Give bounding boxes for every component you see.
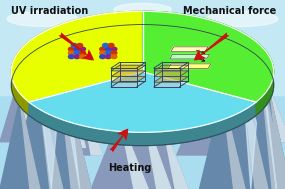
Polygon shape <box>11 11 142 115</box>
Polygon shape <box>20 98 40 189</box>
Polygon shape <box>0 0 285 94</box>
Polygon shape <box>57 91 103 155</box>
Polygon shape <box>0 98 40 189</box>
Polygon shape <box>222 76 274 151</box>
Polygon shape <box>200 66 251 147</box>
Polygon shape <box>242 76 268 189</box>
Polygon shape <box>154 77 188 82</box>
Polygon shape <box>68 94 91 189</box>
Polygon shape <box>142 110 171 189</box>
Polygon shape <box>171 47 208 51</box>
Circle shape <box>105 55 111 59</box>
Ellipse shape <box>207 11 278 26</box>
Polygon shape <box>57 57 80 189</box>
Circle shape <box>80 47 86 51</box>
Circle shape <box>100 55 105 59</box>
Circle shape <box>111 55 117 59</box>
Polygon shape <box>217 76 268 189</box>
Polygon shape <box>63 66 86 147</box>
Polygon shape <box>80 91 103 155</box>
Circle shape <box>100 47 105 51</box>
Circle shape <box>108 43 114 47</box>
Polygon shape <box>177 91 234 155</box>
Polygon shape <box>57 57 86 189</box>
Polygon shape <box>120 117 148 189</box>
Polygon shape <box>43 76 63 151</box>
Circle shape <box>74 47 80 51</box>
Polygon shape <box>259 57 276 189</box>
Polygon shape <box>29 72 256 132</box>
Circle shape <box>71 43 77 47</box>
Polygon shape <box>29 102 256 146</box>
Circle shape <box>111 51 117 55</box>
Polygon shape <box>142 11 274 102</box>
Circle shape <box>111 47 117 51</box>
Circle shape <box>100 51 105 55</box>
Polygon shape <box>245 85 285 142</box>
Polygon shape <box>11 76 63 189</box>
Polygon shape <box>259 57 285 189</box>
Polygon shape <box>114 110 171 189</box>
Circle shape <box>74 55 80 59</box>
Polygon shape <box>251 98 285 189</box>
Polygon shape <box>168 64 211 68</box>
Circle shape <box>68 51 74 55</box>
Circle shape <box>103 43 108 47</box>
Polygon shape <box>28 57 86 189</box>
Circle shape <box>105 51 111 55</box>
Polygon shape <box>0 85 34 142</box>
Circle shape <box>105 47 111 51</box>
Polygon shape <box>154 81 188 87</box>
Polygon shape <box>154 65 188 71</box>
Polygon shape <box>23 76 63 151</box>
Circle shape <box>68 47 74 51</box>
Polygon shape <box>37 76 63 189</box>
Polygon shape <box>137 123 188 189</box>
Ellipse shape <box>114 3 171 15</box>
Polygon shape <box>111 65 145 71</box>
Polygon shape <box>111 77 145 82</box>
Polygon shape <box>271 98 285 189</box>
Text: Mechanical force: Mechanical force <box>183 6 276 16</box>
Polygon shape <box>234 57 285 189</box>
Polygon shape <box>154 71 188 77</box>
Circle shape <box>77 43 83 47</box>
Polygon shape <box>111 71 145 77</box>
Polygon shape <box>37 76 57 189</box>
Polygon shape <box>11 11 142 102</box>
Text: UV irradiation: UV irradiation <box>11 6 89 16</box>
Polygon shape <box>222 94 245 189</box>
Circle shape <box>74 51 80 55</box>
Polygon shape <box>142 11 274 115</box>
Polygon shape <box>111 81 145 87</box>
Polygon shape <box>268 85 285 142</box>
Polygon shape <box>91 117 148 189</box>
Polygon shape <box>200 94 245 189</box>
Circle shape <box>80 55 86 59</box>
Polygon shape <box>242 76 256 189</box>
Polygon shape <box>248 76 274 151</box>
Polygon shape <box>225 66 251 147</box>
Polygon shape <box>17 85 34 142</box>
Polygon shape <box>46 94 91 189</box>
Text: Heating: Heating <box>108 163 152 173</box>
Circle shape <box>80 51 86 55</box>
Polygon shape <box>40 66 86 147</box>
Polygon shape <box>205 91 234 155</box>
Polygon shape <box>170 54 209 59</box>
Polygon shape <box>162 123 188 189</box>
Ellipse shape <box>11 25 274 146</box>
Circle shape <box>68 55 74 59</box>
Ellipse shape <box>7 11 78 26</box>
